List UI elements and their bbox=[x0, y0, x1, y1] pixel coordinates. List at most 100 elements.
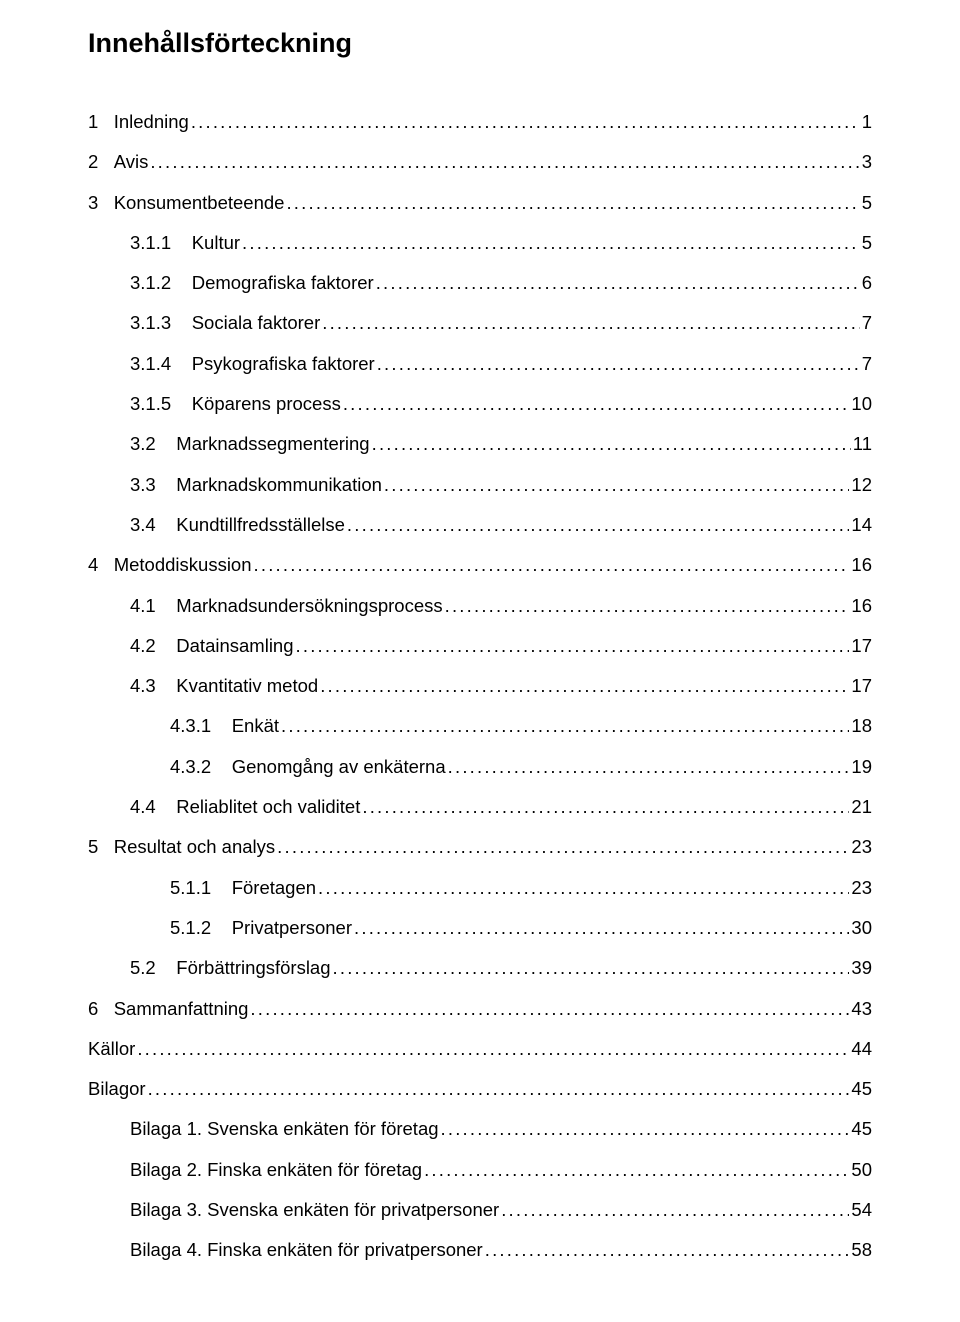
toc-entry-page: 11 bbox=[853, 435, 872, 454]
toc-entry: Bilaga 2. Finska enkäten för företag 50 bbox=[88, 1161, 872, 1180]
toc-entry: 1 Inledning 1 bbox=[88, 113, 872, 132]
toc-leader-dots bbox=[281, 717, 849, 736]
toc-entry: 4.3.1 Enkät 18 bbox=[88, 717, 872, 736]
toc-entry-page: 7 bbox=[862, 314, 872, 333]
toc-entry-page: 18 bbox=[851, 717, 872, 736]
toc-entry: Bilagor 45 bbox=[88, 1080, 872, 1099]
toc-leader-dots bbox=[445, 597, 850, 616]
toc-entry: 3.1.3 Sociala faktorer 7 bbox=[88, 314, 872, 333]
toc-leader-dots bbox=[150, 153, 859, 172]
toc-entry-label: 3.3 Marknadskommunikation bbox=[130, 476, 382, 495]
toc-entry-label: 3.1.3 Sociala faktorer bbox=[130, 314, 320, 333]
toc-title: Innehållsförteckning bbox=[88, 28, 872, 59]
toc-entry: 6 Sammanfattning 43 bbox=[88, 1000, 872, 1019]
toc-entry: 2 Avis 3 bbox=[88, 153, 872, 172]
toc-entry: 3.1.5 Köparens process10 bbox=[88, 395, 872, 414]
toc-entry-page: 5 bbox=[862, 194, 872, 213]
toc-leader-dots bbox=[376, 274, 860, 293]
toc-entry: 5.1.2 Privatpersoner30 bbox=[88, 919, 872, 938]
toc-entry-page: 14 bbox=[851, 516, 872, 535]
toc-entry-page: 39 bbox=[851, 959, 872, 978]
toc-leader-dots bbox=[441, 1120, 850, 1139]
toc-leader-dots bbox=[286, 194, 859, 213]
toc-entry-page: 12 bbox=[851, 476, 872, 495]
toc-entry: Källor 44 bbox=[88, 1040, 872, 1059]
toc-entry: 4.1 Marknadsundersökningsprocess 16 bbox=[88, 597, 872, 616]
toc-entry-label: 4.3 Kvantitativ metod bbox=[130, 677, 318, 696]
toc-entry-label: 3.1.1 Kultur bbox=[130, 234, 240, 253]
toc-leader-dots bbox=[377, 355, 860, 374]
toc-entry-page: 44 bbox=[851, 1040, 872, 1059]
toc-leader-dots bbox=[362, 798, 849, 817]
toc-list: 1 Inledning 1 2 Avis 3 3 Konsumentbeteende5 3… bbox=[88, 113, 872, 1260]
toc-entry-page: 16 bbox=[851, 597, 872, 616]
toc-leader-dots bbox=[137, 1040, 849, 1059]
toc-entry: Bilaga 3. Svenska enkäten för privatpers… bbox=[88, 1201, 872, 1220]
toc-leader-dots bbox=[333, 959, 850, 978]
toc-entry: 4 Metoddiskussion16 bbox=[88, 556, 872, 575]
toc-entry-label: Bilaga 2. Finska enkäten för företag bbox=[130, 1161, 422, 1180]
toc-leader-dots bbox=[448, 758, 850, 777]
toc-entry-page: 6 bbox=[862, 274, 872, 293]
toc-entry-page: 21 bbox=[851, 798, 872, 817]
toc-entry-label: 4.4 Reliablitet och validitet bbox=[130, 798, 360, 817]
toc-entry: 3.1.4 Psykografiska faktorer 7 bbox=[88, 355, 872, 374]
toc-entry: Bilaga 4. Finska enkäten för privatperso… bbox=[88, 1241, 872, 1260]
toc-entry-label: 3.1.4 Psykografiska faktorer bbox=[130, 355, 375, 374]
toc-leader-dots bbox=[485, 1241, 850, 1260]
toc-entry-label: 4.3.1 Enkät bbox=[170, 717, 279, 736]
toc-entry-label: 6 Sammanfattning bbox=[88, 1000, 248, 1019]
toc-leader-dots bbox=[501, 1201, 849, 1220]
toc-leader-dots bbox=[296, 637, 850, 656]
toc-entry-label: 1 Inledning bbox=[88, 113, 189, 132]
toc-entry-page: 5 bbox=[862, 234, 872, 253]
toc-entry: 4.3 Kvantitativ metod 17 bbox=[88, 677, 872, 696]
toc-leader-dots bbox=[322, 314, 859, 333]
toc-entry: 3 Konsumentbeteende5 bbox=[88, 194, 872, 213]
toc-entry: 4.4 Reliablitet och validitet 21 bbox=[88, 798, 872, 817]
toc-entry-label: 4.2 Datainsamling bbox=[130, 637, 294, 656]
toc-entry-page: 45 bbox=[851, 1080, 872, 1099]
toc-entry-label: 3.1.2 Demografiska faktorer bbox=[130, 274, 374, 293]
toc-entry-label: 2 Avis bbox=[88, 153, 148, 172]
toc-entry: 3.3 Marknadskommunikation 12 bbox=[88, 476, 872, 495]
toc-entry-page: 10 bbox=[851, 395, 872, 414]
toc-entry-page: 7 bbox=[862, 355, 872, 374]
toc-entry-label: Bilaga 4. Finska enkäten för privatperso… bbox=[130, 1241, 483, 1260]
toc-entry-page: 17 bbox=[851, 677, 872, 696]
toc-entry-label: 4 Metoddiskussion bbox=[88, 556, 252, 575]
toc-entry-page: 3 bbox=[862, 153, 872, 172]
toc-entry-label: Källor bbox=[88, 1040, 135, 1059]
toc-entry: 3.2 Marknadssegmentering11 bbox=[88, 435, 872, 454]
toc-leader-dots bbox=[384, 476, 850, 495]
toc-entry-page: 45 bbox=[851, 1120, 872, 1139]
toc-entry-page: 43 bbox=[851, 1000, 872, 1019]
toc-leader-dots bbox=[254, 556, 850, 575]
toc-entry: 4.3.2 Genomgång av enkäterna19 bbox=[88, 758, 872, 777]
toc-entry-label: 5 Resultat och analys bbox=[88, 838, 275, 857]
toc-leader-dots bbox=[148, 1080, 850, 1099]
toc-entry-label: Bilagor bbox=[88, 1080, 146, 1099]
toc-entry-page: 50 bbox=[851, 1161, 872, 1180]
toc-entry-label: Bilaga 1. Svenska enkäten för företag bbox=[130, 1120, 439, 1139]
toc-entry: Bilaga 1. Svenska enkäten för företag 45 bbox=[88, 1120, 872, 1139]
toc-entry-page: 23 bbox=[851, 879, 872, 898]
toc-entry: 3.1.2 Demografiska faktorer 6 bbox=[88, 274, 872, 293]
toc-leader-dots bbox=[347, 516, 850, 535]
toc-leader-dots bbox=[277, 838, 849, 857]
toc-entry: 4.2 Datainsamling 17 bbox=[88, 637, 872, 656]
toc-entry-label: 4.1 Marknadsundersökningsprocess bbox=[130, 597, 443, 616]
toc-leader-dots bbox=[242, 234, 860, 253]
toc-entry-page: 54 bbox=[851, 1201, 872, 1220]
toc-leader-dots bbox=[250, 1000, 849, 1019]
toc-entry-page: 17 bbox=[851, 637, 872, 656]
toc-entry-label: 5.2 Förbättringsförslag bbox=[130, 959, 331, 978]
toc-entry-page: 30 bbox=[851, 919, 872, 938]
toc-entry-page: 58 bbox=[851, 1241, 872, 1260]
toc-leader-dots bbox=[354, 919, 849, 938]
toc-entry-page: 1 bbox=[862, 113, 872, 132]
toc-leader-dots bbox=[372, 435, 851, 454]
toc-entry: 5 Resultat och analys23 bbox=[88, 838, 872, 857]
toc-entry-label: 5.1.1 Företagen bbox=[170, 879, 316, 898]
toc-leader-dots bbox=[320, 677, 849, 696]
